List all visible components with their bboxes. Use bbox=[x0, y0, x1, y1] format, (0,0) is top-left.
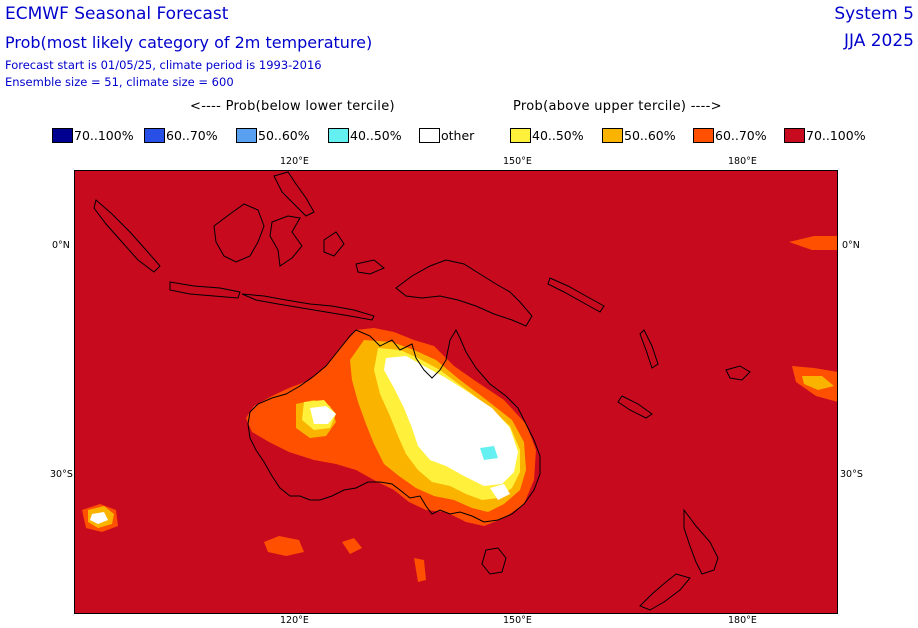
season-label: JJA 2025 bbox=[843, 31, 914, 51]
lat-label-left: 0°N bbox=[52, 240, 70, 251]
legend-item-label: 40..50% bbox=[350, 128, 402, 143]
legend-item: 70..100% bbox=[52, 128, 134, 143]
legend-swatch bbox=[328, 128, 349, 143]
lon-label-bottom: 180°E bbox=[728, 615, 757, 626]
legend-item: 40..50% bbox=[328, 128, 402, 143]
prob-region-60-70 bbox=[414, 558, 426, 582]
coastline-sunda-islands bbox=[241, 293, 375, 321]
coastlines bbox=[93, 171, 751, 611]
lat-label-right: 0°N bbox=[842, 240, 860, 251]
legend-item: 70..100% bbox=[784, 128, 866, 143]
legend-item-label: other bbox=[441, 128, 475, 143]
lon-label-bottom: 120°E bbox=[280, 615, 309, 626]
legend-above-label: Prob(above upper tercile) ----> bbox=[513, 99, 722, 114]
prob-region-60-70 bbox=[342, 538, 362, 554]
coastline-fiji bbox=[725, 365, 751, 381]
prob-region-60-70 bbox=[789, 236, 838, 250]
legend-swatch bbox=[144, 128, 165, 143]
coastline-sulawesi bbox=[269, 215, 303, 267]
map-subtitle: Prob(most likely category of 2m temperat… bbox=[5, 33, 373, 52]
legend-item-label: 70..100% bbox=[806, 128, 866, 143]
coastline-australia bbox=[247, 328, 541, 523]
coastline-new-guinea bbox=[395, 259, 533, 327]
coastline-java bbox=[169, 281, 241, 299]
legend-swatch bbox=[52, 128, 73, 143]
forecast-map bbox=[74, 170, 838, 614]
map-frame bbox=[74, 170, 838, 614]
prob-region-60-70 bbox=[264, 536, 304, 556]
lat-label-left: 30°S bbox=[50, 469, 73, 480]
prob-region-other bbox=[490, 484, 510, 500]
legend: 70..100% 60..70% 50..60% 40..50% other 4… bbox=[52, 128, 912, 148]
coastline-vanuatu bbox=[639, 329, 659, 369]
legend-swatch bbox=[602, 128, 623, 143]
system-label: System 5 bbox=[834, 4, 914, 24]
coastline-philippines bbox=[273, 171, 315, 217]
legend-below-label: <---- Prob(below lower tercile) bbox=[190, 99, 395, 114]
legend-swatch bbox=[419, 128, 440, 143]
forecast-start-text: Forecast start is 01/05/25, climate peri… bbox=[5, 58, 322, 72]
legend-item: other bbox=[419, 128, 474, 143]
legend-item: 60..70% bbox=[693, 128, 767, 143]
coastline-sumatra bbox=[93, 199, 161, 273]
legend-swatch bbox=[693, 128, 714, 143]
legend-item: 50..60% bbox=[236, 128, 310, 143]
coastline-borneo bbox=[213, 203, 265, 263]
prob-region-other bbox=[310, 406, 336, 424]
coastline-tasmania bbox=[481, 547, 507, 575]
legend-item-label: 40..50% bbox=[532, 128, 584, 143]
lat-label-right: 30°S bbox=[840, 469, 863, 480]
legend-swatch bbox=[784, 128, 805, 143]
page-title: ECMWF Seasonal Forecast bbox=[5, 4, 229, 24]
prob-region-below-40-50 bbox=[480, 446, 498, 460]
coastline-moluccas bbox=[355, 259, 385, 275]
lon-label-top: 150°E bbox=[503, 156, 532, 167]
coastline-nz-north bbox=[683, 508, 719, 575]
lon-label-top: 120°E bbox=[280, 156, 309, 167]
lon-label-bottom: 150°E bbox=[503, 615, 532, 626]
coastline-moluccas bbox=[323, 231, 345, 257]
legend-item: 40..50% bbox=[510, 128, 584, 143]
coastline-solomons bbox=[547, 277, 605, 313]
legend-item-label: 50..60% bbox=[258, 128, 310, 143]
legend-item-label: 50..60% bbox=[624, 128, 676, 143]
legend-item: 60..70% bbox=[144, 128, 218, 143]
legend-item-label: 60..70% bbox=[715, 128, 767, 143]
lon-label-top: 180°E bbox=[728, 156, 757, 167]
legend-item: 50..60% bbox=[602, 128, 676, 143]
prob-region-50-60 bbox=[802, 376, 834, 390]
legend-swatch bbox=[236, 128, 257, 143]
legend-item-label: 60..70% bbox=[166, 128, 218, 143]
coastline-nz-south bbox=[639, 573, 691, 611]
coastline-new-caledonia bbox=[617, 395, 653, 419]
legend-swatch bbox=[510, 128, 531, 143]
ensemble-size-text: Ensemble size = 51, climate size = 600 bbox=[5, 75, 234, 89]
prob-region-other bbox=[90, 512, 108, 524]
legend-item-label: 70..100% bbox=[74, 128, 134, 143]
